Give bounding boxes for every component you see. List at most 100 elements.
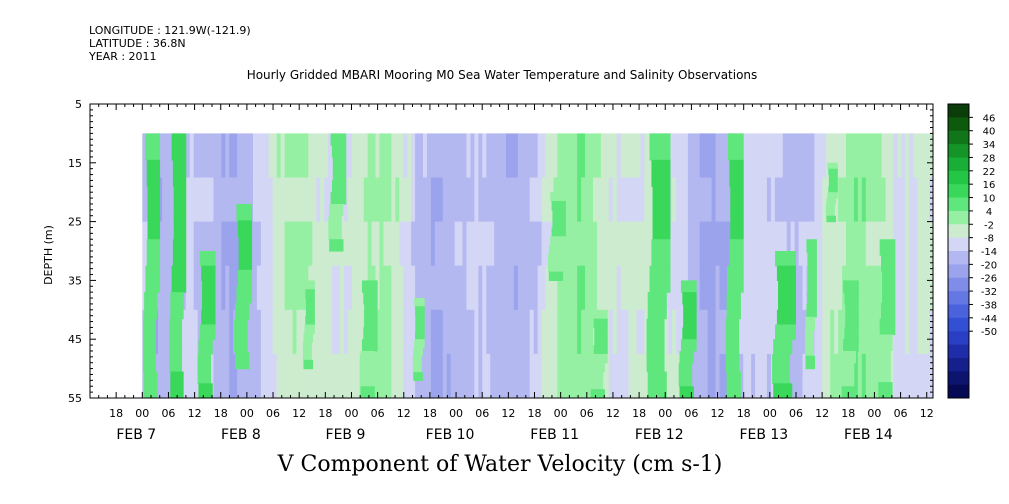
field-cell (877, 265, 883, 311)
field-cell (292, 309, 298, 355)
field-cell (387, 177, 392, 223)
field-cell (596, 177, 602, 223)
field-cell (881, 177, 887, 223)
field-cell (478, 177, 483, 223)
field-cell (747, 133, 752, 179)
field-cell (252, 265, 258, 311)
field-cell (857, 221, 863, 267)
field-cell (616, 353, 622, 398)
field-cell (264, 353, 270, 398)
field-cell (371, 177, 377, 223)
x-hour-label: 00 (344, 407, 358, 420)
positive-band (169, 345, 183, 373)
field-cell (470, 177, 475, 223)
field-cell (917, 309, 922, 355)
field-cell (822, 353, 827, 398)
field-cell (229, 265, 234, 311)
field-cell (873, 309, 879, 355)
x-day-label: FEB 14 (844, 427, 893, 443)
field-cell (438, 177, 444, 223)
field-cell (458, 177, 464, 223)
field-cell (486, 309, 491, 355)
field-cell (426, 353, 432, 398)
field-cell (316, 133, 321, 179)
field-cell (873, 265, 879, 311)
positive-band (199, 251, 216, 267)
field-cell (430, 133, 436, 179)
positive-band (363, 327, 378, 340)
field-cell (901, 353, 906, 398)
field-cell (929, 133, 933, 179)
positive-band (305, 315, 315, 326)
field-cell (707, 353, 713, 398)
field-cell (640, 265, 645, 311)
field-cell (561, 309, 566, 355)
field-cell (695, 265, 701, 311)
field-cell (770, 309, 776, 355)
field-cell (794, 133, 800, 179)
positive-band (807, 252, 817, 266)
field-cell (513, 177, 519, 223)
y-tick-label: 15 (68, 157, 82, 170)
chart-title: Hourly Gridded MBARI Mooring M0 Sea Wate… (246, 68, 758, 82)
field-cell (822, 265, 827, 311)
field-cell (347, 265, 353, 311)
field-cell (288, 221, 294, 267)
field-cell (695, 309, 701, 355)
field-cell (474, 265, 479, 311)
x-hour-label: 18 (737, 407, 751, 420)
field-cell (830, 353, 835, 398)
field-cell (320, 133, 325, 179)
positive-band (550, 236, 566, 246)
field-cell (462, 265, 468, 311)
field-cell (181, 309, 187, 355)
colorbar-swatch (948, 344, 969, 359)
field-cell (260, 177, 266, 223)
field-cell (751, 353, 756, 398)
field-cell (419, 133, 424, 179)
field-cell (921, 177, 926, 223)
field-cell (355, 221, 361, 267)
field-cell (549, 309, 555, 355)
field-cell (636, 133, 642, 179)
field-cell (209, 221, 215, 267)
colorbar-label: 10 (983, 194, 996, 205)
colorbar-label: 4 (986, 207, 992, 218)
field-cell (162, 353, 167, 398)
field-cell (517, 221, 523, 267)
field-cell (166, 353, 171, 398)
data-field (142, 133, 933, 398)
field-cell (687, 133, 693, 179)
field-cell (624, 309, 630, 355)
field-cell (525, 309, 531, 355)
field-cell (446, 221, 452, 267)
field-cell (375, 133, 381, 179)
field-cell (324, 221, 329, 267)
field-cell (889, 177, 895, 223)
field-cell (861, 265, 867, 311)
x-hour-label: 06 (580, 407, 594, 420)
positive-band (878, 382, 893, 398)
positive-band (197, 368, 212, 384)
colorbar-label: -50 (981, 327, 997, 338)
field-cell (683, 177, 689, 223)
field-cell (292, 353, 298, 398)
field-cell (525, 265, 531, 311)
field-cell (589, 221, 594, 267)
field-cell (383, 177, 389, 223)
field-cell (474, 177, 479, 223)
field-cell (193, 177, 199, 223)
field-cell (288, 133, 294, 179)
positive-band (778, 280, 796, 296)
field-cell (193, 133, 199, 179)
field-cell (853, 133, 859, 179)
field-cell (391, 177, 396, 223)
field-cell (506, 177, 511, 223)
field-cell (426, 309, 432, 355)
x-hour-label: 18 (528, 407, 542, 420)
field-cell (502, 265, 507, 311)
x-hour-label: 12 (606, 407, 620, 420)
field-cell (403, 309, 408, 355)
positive-band (683, 315, 697, 329)
field-cell (786, 177, 792, 223)
